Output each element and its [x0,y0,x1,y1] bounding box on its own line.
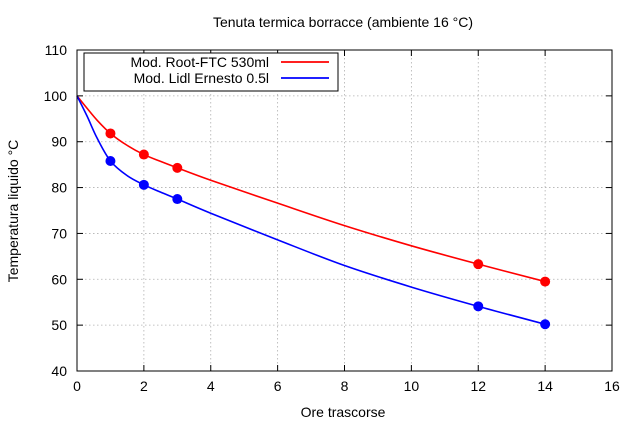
legend-label-root: Mod. Root-FTC 530ml [131,54,269,70]
y-tick-label: 70 [51,225,67,241]
legend-box [83,52,339,92]
x-tick-label: 16 [604,378,620,394]
series-line-lidl [76,95,546,326]
y-tick-label: 60 [51,271,67,287]
data-point-lidl [138,179,149,190]
y-axis-label: Temperatura liquido °C [5,140,21,283]
grid [77,50,612,371]
data-point-root [138,149,149,160]
data-points [105,128,551,330]
tick-labels: 0 2 4 6 8 10 12 14 16 40 50 60 70 80 90 100 110 [44,42,620,394]
data-point-root [540,276,551,287]
data-point-lidl [172,194,183,205]
chart-title: Tenuta termica borracce (ambiente 16 °C) [213,14,473,30]
data-point-lidl [105,155,116,166]
data-point-lidl [473,301,484,312]
y-tick-label: 100 [44,88,68,104]
y-tick-label: 110 [45,42,68,58]
x-tick-label: 8 [341,378,349,394]
y-tick-label: 50 [51,317,67,333]
y-tick-label: 90 [51,134,67,150]
legend-label-lidl: Mod. Lidl Ernesto 0.5l [134,70,269,86]
data-point-root [473,259,484,270]
x-tick-label: 14 [537,378,553,394]
x-axis-label: Ore trascorse [301,404,386,420]
y-tick-label: 40 [51,363,67,379]
y-tick-label: 80 [51,180,67,196]
x-tick-label: 0 [73,378,81,394]
x-tick-label: 2 [140,378,148,394]
data-point-root [172,162,183,173]
x-tick-label: 12 [470,378,486,394]
legend: Mod. Root-FTC 530ml Mod. Lidl Ernesto 0.… [83,52,339,92]
x-tick-label: 4 [207,378,215,394]
x-tick-label: 10 [404,378,420,394]
data-point-root [105,128,116,139]
series-lines [76,95,546,326]
data-point-lidl [540,319,551,330]
x-tick-label: 6 [274,378,282,394]
